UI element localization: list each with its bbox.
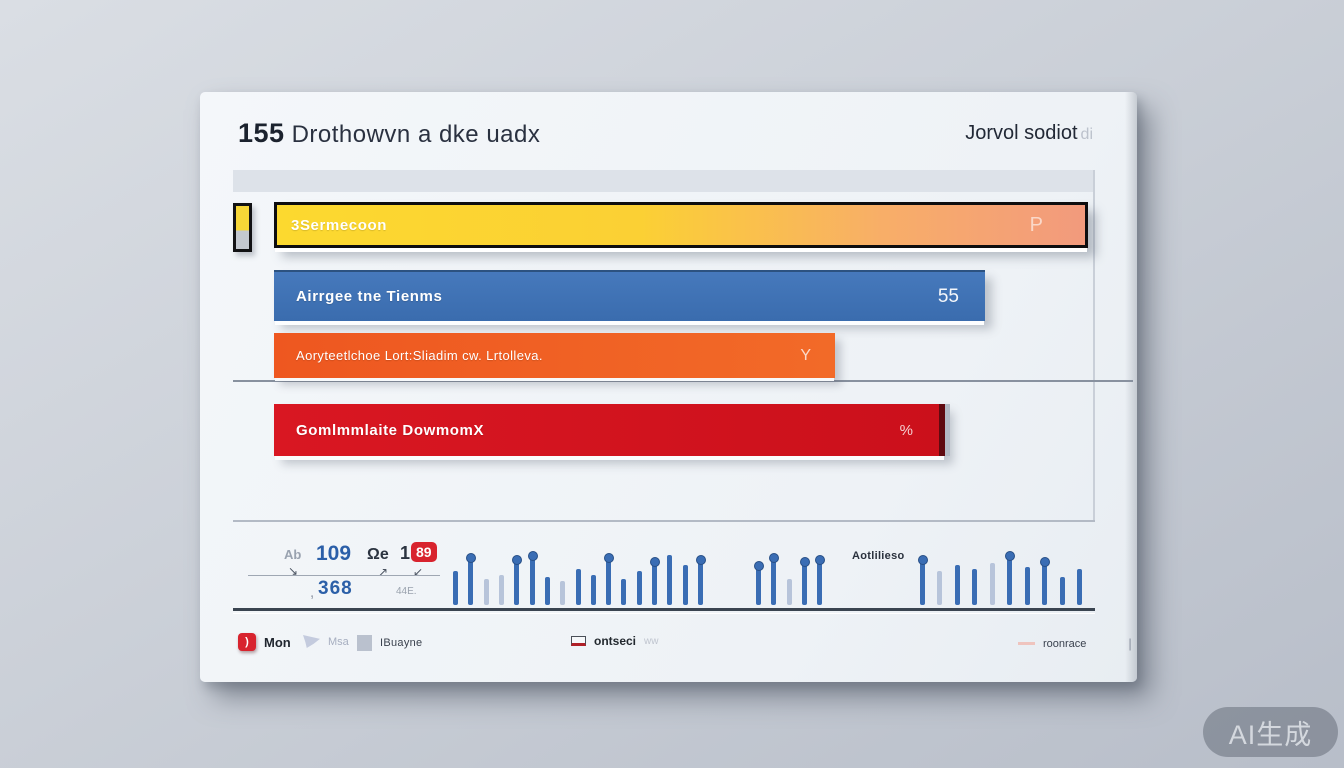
spark-bar <box>1059 577 1065 605</box>
header-right-text: Jorvol sodiot di <box>965 122 1093 144</box>
bar-label: Gomlmmlaite DowmomX <box>296 421 485 439</box>
legend-separator-dark <box>233 608 1095 611</box>
spark-bar <box>590 575 596 605</box>
spark-bar <box>483 579 489 605</box>
stats-small-text: 44E. <box>396 586 417 597</box>
spark-bar <box>989 563 995 605</box>
sparkline-group-2 <box>754 549 825 605</box>
spark-bar <box>1040 557 1051 605</box>
card-fold-edge <box>1125 92 1137 682</box>
spark-bar <box>799 557 810 605</box>
spark-bar <box>621 579 627 605</box>
bar-aoryteetlchoe: Aoryteetlchoe Lort:Sliadim cw. Lrtolleva… <box>274 333 835 378</box>
bar-value: Y <box>800 346 811 364</box>
legend-item-roonrace: roonrace | <box>1018 636 1132 651</box>
dashboard-card: 155 Drothowvn a dke uadx Jorvol sodiot di … <box>200 92 1137 682</box>
sparkline-group-1 <box>453 549 706 605</box>
bar-airrgee: Airrgee tne Tienms 55 <box>274 270 985 321</box>
bar-value: P <box>1029 213 1043 236</box>
spark-bar <box>696 555 706 605</box>
divider-under-orange-row <box>233 380 1133 382</box>
arrow-down-icon: ↘ <box>288 564 299 578</box>
yellow-bar-mini-block <box>233 203 252 252</box>
sparkline-mid-label: Aotlilieso <box>852 550 905 562</box>
spark-bar <box>466 553 477 605</box>
bar-sermecoon: 3Sermecoon P <box>274 202 1088 248</box>
spark-bar <box>1076 569 1082 605</box>
stacked-doc-icon <box>571 636 586 646</box>
spark-bar <box>667 555 673 605</box>
stats-value-368: 368 <box>318 578 353 599</box>
bar-value: % <box>899 421 913 439</box>
spark-bar <box>604 553 615 605</box>
header-right-faint: di <box>1080 126 1093 143</box>
stats-value-prefix: 1 <box>400 543 411 563</box>
spark-bar <box>972 569 978 605</box>
stats-value-109: 109 <box>316 542 352 565</box>
sparkline-group-3 <box>918 549 1082 605</box>
bar-label: Airrgee tne Tienms <box>296 288 443 305</box>
inner-right-border <box>1093 170 1095 522</box>
spark-bar <box>527 551 538 605</box>
legend-item-ontseci: ontseci ww <box>571 634 658 648</box>
stats-red-badge: 89 <box>411 542 437 562</box>
spark-bar <box>769 553 780 605</box>
legend-label: IBuayne <box>380 637 423 649</box>
spark-bar <box>560 581 566 605</box>
spark-bar <box>815 555 825 605</box>
spark-bar <box>1005 551 1016 605</box>
legend-label: ontseci <box>594 634 637 648</box>
header-band <box>233 170 1095 192</box>
spark-bar <box>453 571 458 605</box>
stats-glyph-icon: Ab <box>284 547 302 562</box>
legend-item-mon: ) Mon <box>238 633 291 651</box>
stats-underline <box>248 575 440 576</box>
stats-comma: , <box>310 584 315 601</box>
arrow-up-icon: ↗ <box>378 565 389 579</box>
spark-bar <box>937 571 943 605</box>
spark-bar <box>575 569 581 605</box>
spark-bar <box>544 577 550 605</box>
ai-generated-watermark: AI生成 <box>1203 707 1338 757</box>
bar-label: 3Sermecoon <box>291 216 388 234</box>
spark-bar <box>918 555 928 605</box>
bar-label: Aoryteetlchoe Lort:Sliadim cw. Lrtolleva… <box>296 348 543 363</box>
bar-gomlmmlaite: Gomlmmlaite DowmomX % <box>274 404 945 456</box>
spark-bar <box>682 565 688 605</box>
arrow-left-icon: ↙ <box>413 565 424 579</box>
legend-item-ibuayne: IBuayne <box>357 635 422 651</box>
legend-label: Msa <box>328 635 349 648</box>
legend-label: Mon <box>264 634 291 650</box>
red-square-icon: ) <box>238 633 256 651</box>
spark-bar <box>1024 567 1030 605</box>
legend-separator-highlight <box>233 613 1095 614</box>
legend-label: roonrace <box>1043 637 1087 650</box>
page-title: Drothowvn a dke uadx <box>291 121 541 148</box>
bubble-icon <box>303 635 320 648</box>
spark-bar <box>754 561 764 605</box>
bar-value: 55 <box>937 285 959 307</box>
divider-above-stats <box>233 520 1095 522</box>
stats-omega-label: Ωe <box>367 546 389 563</box>
spark-bar <box>498 575 504 605</box>
pink-dash-icon <box>1018 642 1035 645</box>
legend-item-msa: Msa <box>303 635 349 648</box>
legend-faint-text: ww <box>644 635 659 647</box>
spark-bar <box>650 557 661 605</box>
header-number: 155 <box>238 118 285 148</box>
spark-bar <box>512 555 523 605</box>
legend-vertical-bar: | <box>1128 636 1132 651</box>
spark-bar <box>636 571 642 605</box>
spark-bar <box>786 579 792 605</box>
card-header: 155 Drothowvn a dke uadx <box>238 118 540 149</box>
spark-bar <box>954 565 960 605</box>
gray-square-icon <box>357 635 372 651</box>
